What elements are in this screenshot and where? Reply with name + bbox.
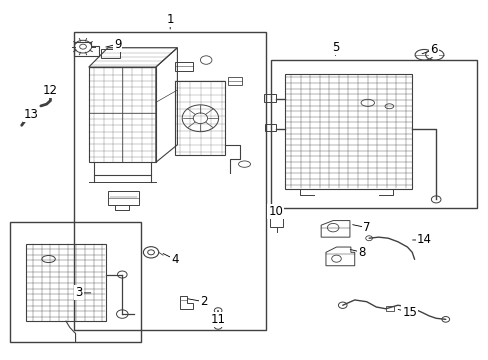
Bar — [385, 306, 394, 311]
Text: 11: 11 — [210, 313, 225, 326]
Text: 8: 8 — [358, 246, 365, 259]
Bar — [264, 125, 276, 131]
Bar — [269, 216, 283, 227]
Text: 13: 13 — [24, 108, 39, 121]
Bar — [270, 60, 476, 208]
Bar — [285, 74, 411, 189]
Text: 3: 3 — [75, 287, 82, 300]
Bar — [108, 190, 139, 205]
Text: 15: 15 — [402, 306, 416, 319]
Bar — [74, 32, 265, 330]
Text: 2: 2 — [200, 295, 207, 308]
Text: 4: 4 — [171, 253, 179, 266]
Text: 9: 9 — [114, 38, 121, 51]
Text: 7: 7 — [362, 221, 370, 234]
Bar — [263, 94, 276, 102]
Text: 12: 12 — [43, 84, 58, 96]
Text: 6: 6 — [429, 43, 437, 56]
Bar — [101, 49, 120, 58]
Bar — [10, 222, 141, 342]
Text: 5: 5 — [331, 41, 339, 54]
Bar — [26, 243, 105, 321]
Bar — [175, 62, 193, 71]
Text: 14: 14 — [416, 234, 431, 247]
Bar — [227, 77, 242, 85]
Text: 10: 10 — [267, 205, 283, 218]
Text: 1: 1 — [166, 13, 174, 26]
